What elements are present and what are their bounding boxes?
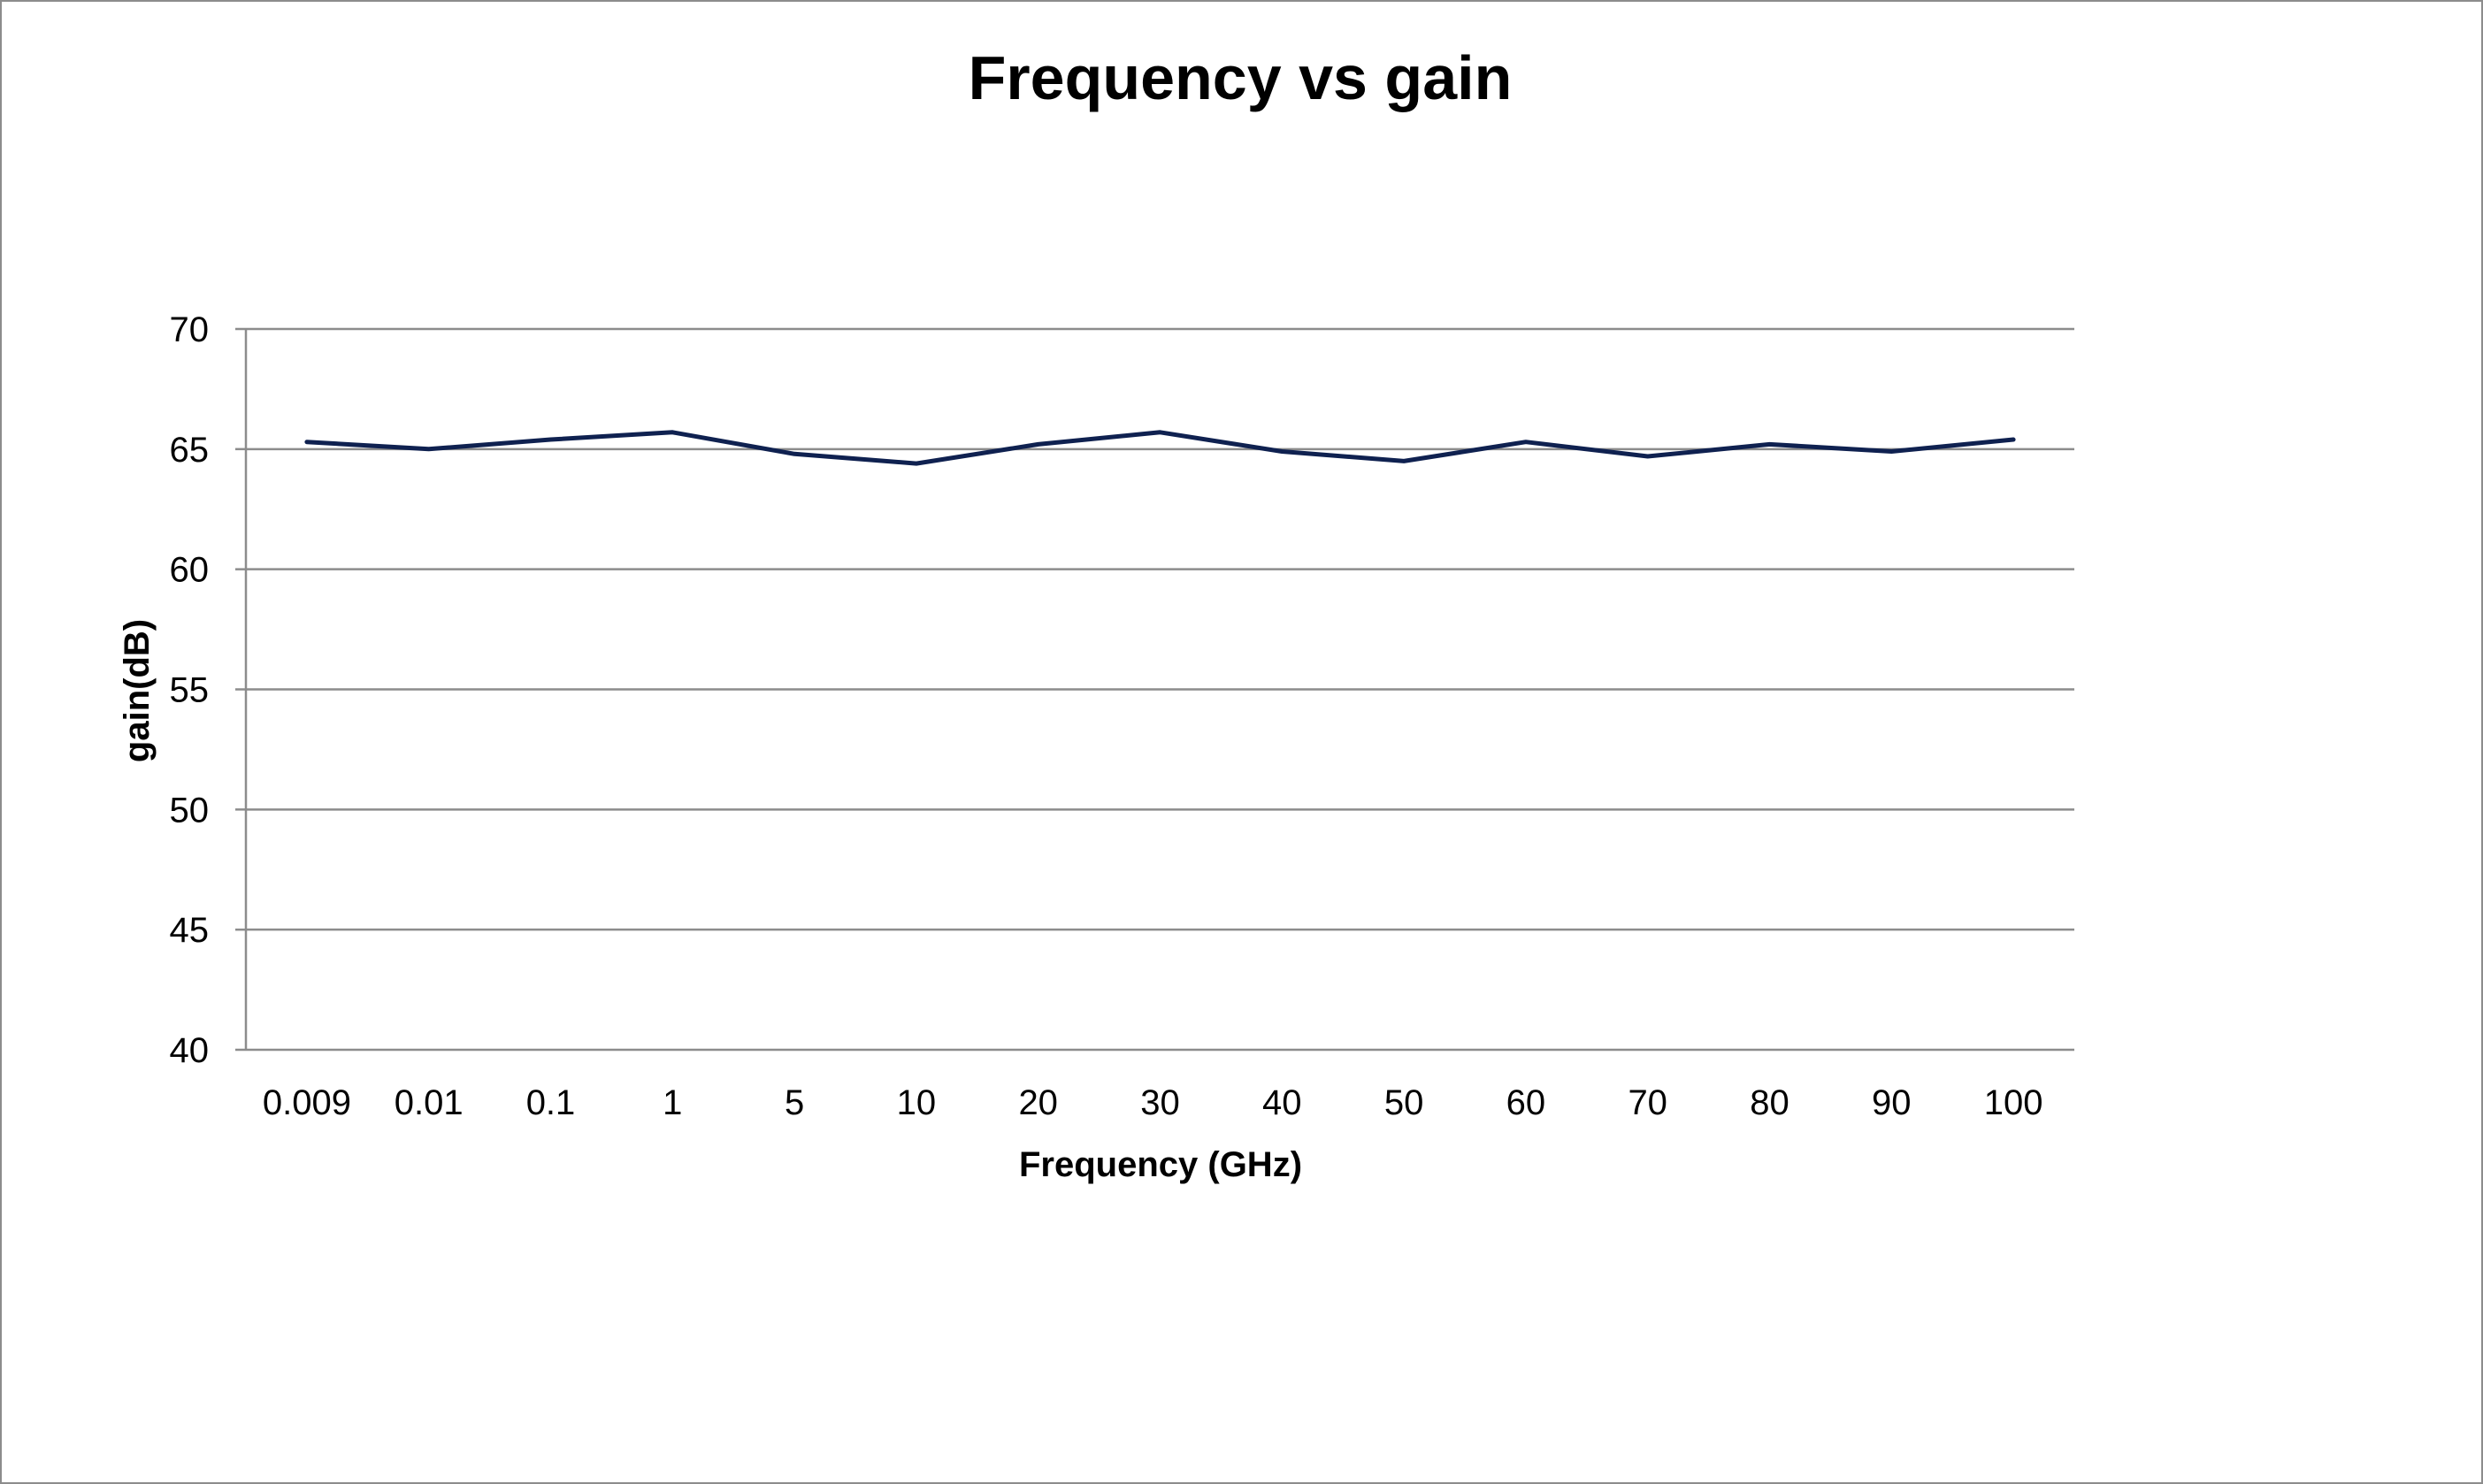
y-tick-label: 60 — [170, 551, 210, 590]
x-tick-label: 10 — [897, 1083, 937, 1122]
chart-title: Frequency vs gain — [969, 43, 1513, 112]
data-point — [793, 453, 795, 455]
data-point — [1647, 455, 1649, 457]
x-tick-label: 0.1 — [526, 1083, 576, 1122]
x-tick-label: 70 — [1628, 1083, 1667, 1122]
data-point — [550, 439, 551, 440]
x-tick-label: 40 — [1262, 1083, 1302, 1122]
series-line-0 — [304, 430, 2016, 466]
data-point — [1525, 441, 1527, 443]
series — [304, 430, 2016, 466]
data-point — [1769, 443, 1770, 445]
y-axis-title: gain(dB) — [118, 619, 157, 762]
data-point — [1281, 451, 1283, 453]
gridlines — [246, 327, 2074, 931]
x-tick-label: 60 — [1506, 1083, 1546, 1122]
x-tick-label: 0.01 — [395, 1083, 464, 1122]
x-axis-title: Frequency (GHz) — [1019, 1145, 1302, 1184]
data-point — [428, 448, 430, 450]
x-tick-label: 90 — [1872, 1083, 1912, 1122]
y-tick-label: 40 — [170, 1031, 210, 1070]
data-point — [1403, 460, 1405, 462]
y-tick-labels: 40 45 50 55 60 65 70 — [170, 310, 210, 1070]
data-point — [306, 441, 308, 443]
axes — [235, 327, 2074, 1052]
data-point — [2012, 439, 2014, 440]
x-tick-labels: 0.009 0.01 0.1 1 5 10 20 30 40 50 60 70 80 90 100 — [263, 1083, 2043, 1122]
x-tick-label: 5 — [785, 1083, 804, 1122]
x-tick-label: 20 — [1018, 1083, 1058, 1122]
y-tick-label: 55 — [170, 671, 210, 710]
y-tick-label: 70 — [170, 310, 210, 349]
data-point — [1890, 451, 1892, 453]
x-tick-label: 30 — [1140, 1083, 1180, 1122]
y-tick-label: 65 — [170, 431, 210, 470]
y-tick-label: 45 — [170, 911, 210, 950]
y-tick-label: 50 — [170, 791, 210, 830]
x-tick-label: 50 — [1384, 1083, 1424, 1122]
x-tick-label: 0.009 — [263, 1083, 351, 1122]
x-tick-label: 100 — [1984, 1083, 2043, 1122]
x-tick-label: 80 — [1750, 1083, 1789, 1122]
x-tick-label: 1 — [663, 1083, 682, 1122]
